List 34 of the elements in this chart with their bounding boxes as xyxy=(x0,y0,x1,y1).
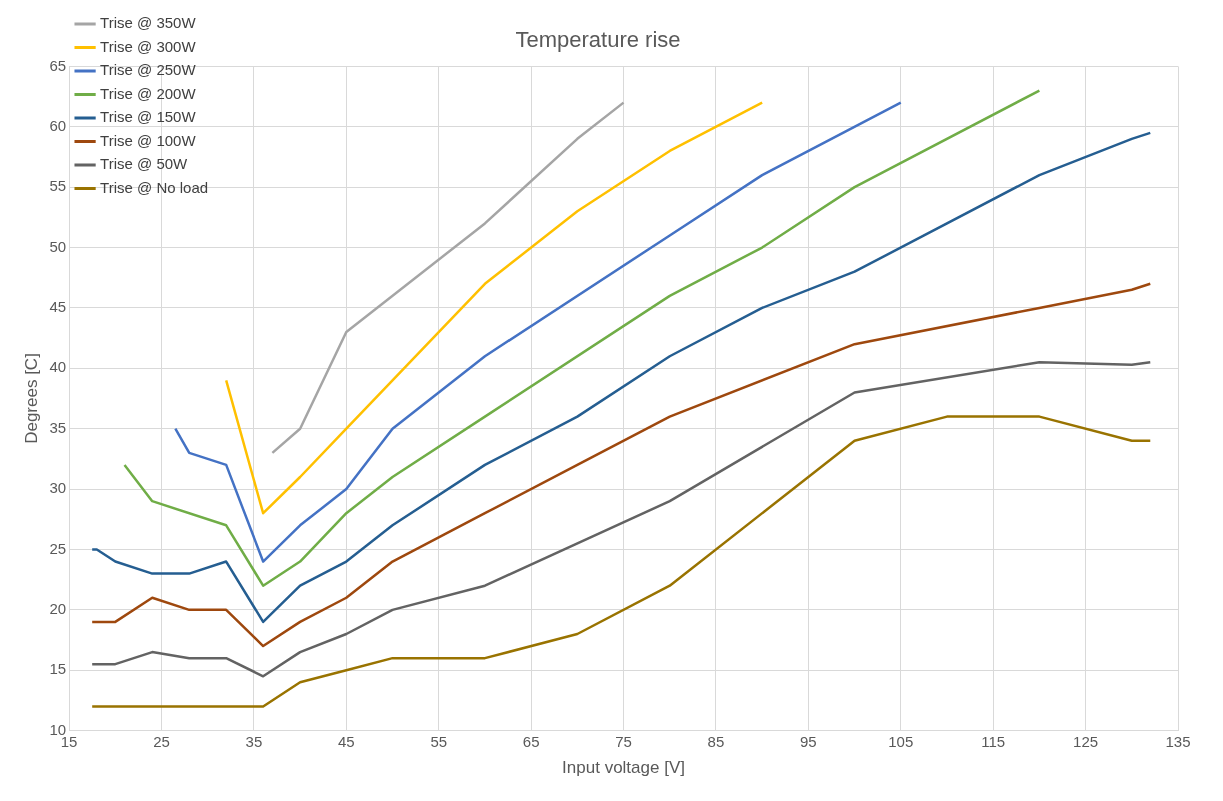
y-tick-label: 55 xyxy=(49,177,67,195)
chart-title: Temperature rise xyxy=(515,27,681,53)
legend-label: Trise @ No load xyxy=(100,178,209,196)
x-tick-label: 115 xyxy=(981,732,1006,750)
x-axis-title: Input voltage [V] xyxy=(562,758,685,778)
legend-label: Trise @ 250W xyxy=(100,61,197,79)
x-tick-label: 75 xyxy=(615,732,632,750)
legend-label: Trise @ 350W xyxy=(100,14,197,32)
x-tick-label: 25 xyxy=(153,732,170,750)
x-tick-label: 125 xyxy=(1073,732,1099,750)
y-tick-label: 30 xyxy=(49,479,67,497)
y-tick-label: 25 xyxy=(49,539,67,557)
x-tick-label: 35 xyxy=(245,732,263,750)
x-tick-label: 135 xyxy=(1165,732,1191,750)
x-tick-label: 85 xyxy=(707,732,725,750)
x-tick-label: 45 xyxy=(337,732,355,750)
x-tick-label: 105 xyxy=(888,732,914,750)
y-tick-label: 60 xyxy=(49,116,67,134)
y-tick-label: 40 xyxy=(49,358,67,376)
y-tick-label: 50 xyxy=(49,237,67,255)
legend-label: Trise @ 200W xyxy=(100,84,197,102)
y-axis-title: Degrees [C] xyxy=(21,353,41,444)
y-tick-label: 45 xyxy=(49,298,67,316)
y-tick-label: 65 xyxy=(49,56,67,74)
y-tick-label: 15 xyxy=(49,660,67,678)
legend-label: Trise @ 150W xyxy=(100,108,197,126)
x-tick-label: 65 xyxy=(522,732,540,750)
legend-label: Trise @ 50W xyxy=(100,155,189,173)
x-tick-label: 95 xyxy=(800,732,817,750)
x-tick-label: 55 xyxy=(430,732,448,750)
legend-label: Trise @ 300W xyxy=(100,37,197,55)
legend-label: Trise @ 100W xyxy=(100,131,197,149)
y-tick-label: 35 xyxy=(49,418,67,436)
y-tick-label: 20 xyxy=(49,599,67,617)
